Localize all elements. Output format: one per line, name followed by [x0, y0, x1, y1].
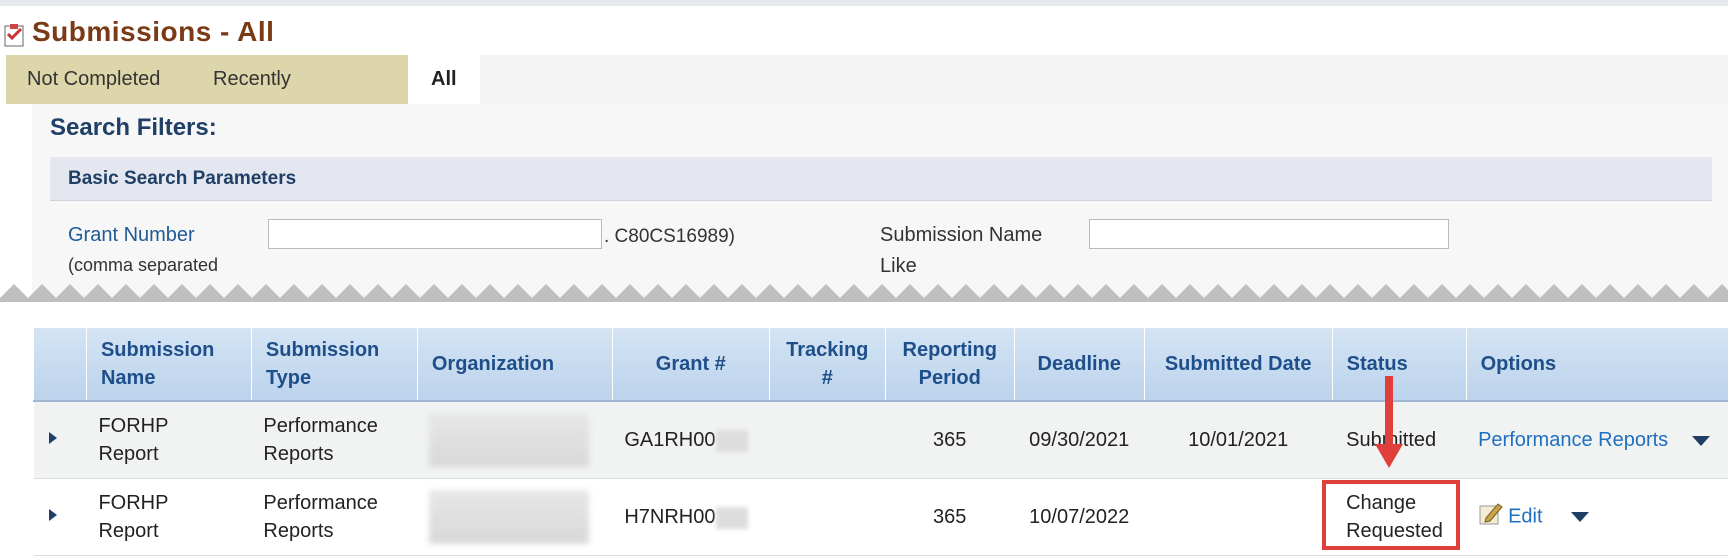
header-cell[interactable]: Status: [1331, 328, 1467, 402]
expand-arrow[interactable]: [46, 507, 60, 523]
page-title: Submissions - All: [32, 16, 275, 47]
header-cell[interactable]: Organization: [416, 328, 613, 402]
blurred-grant: [715, 506, 748, 529]
tab-active[interactable]: All: [410, 55, 480, 104]
page-icon: [4, 24, 24, 47]
name-input[interactable]: [1089, 219, 1449, 249]
type-cell: Performance Reports: [251, 401, 418, 479]
torn-edge: [0, 284, 1728, 324]
cell-text: Name: [100, 367, 156, 389]
blurred-grant: [715, 429, 748, 452]
submissions-table: Submission Name Submission Type Organization…: [33, 328, 1728, 556]
name-cell: FORHP Report: [86, 401, 252, 479]
name-cell: FORHP Report: [86, 478, 252, 556]
field-label: Like: [880, 255, 917, 277]
header-cell[interactable]: Reporting Period: [884, 328, 1015, 402]
cell-text: Submission: [265, 339, 380, 361]
cell-text: Performance: [263, 492, 378, 514]
cell-text: Requested: [1346, 520, 1443, 542]
tab[interactable]: Not Completed: [6, 55, 195, 104]
header-cell[interactable]: Submission Name: [85, 328, 252, 402]
org-cell: [417, 401, 613, 479]
cell-text: Submitted Date: [1164, 353, 1312, 375]
cell-text: Report: [98, 520, 159, 542]
header-cell[interactable]: Grant #: [611, 328, 770, 402]
grant-cell: GA1RH00: [612, 401, 770, 479]
submitted-cell: 10/01/2021: [1144, 401, 1333, 479]
options-cell: Edit: [1466, 478, 1728, 556]
header-row: Submission Name Submission Type Organization…: [33, 328, 1728, 402]
period-cell: 365: [885, 478, 1015, 556]
options-cell: Performance Reports: [1466, 401, 1728, 479]
field-note: (comma separated: [68, 255, 219, 275]
cell-text: Status: [1346, 353, 1408, 375]
field-label: Submission Name: [880, 224, 1043, 246]
cell-text: Organization: [431, 353, 555, 375]
edit-icon: [1478, 503, 1504, 531]
blurred-org: [429, 490, 590, 544]
top-bar: [0, 0, 1728, 6]
grant-input[interactable]: [268, 219, 602, 249]
cell-text: Deadline: [1037, 353, 1121, 375]
submitted-date: 10/01/2021: [1188, 429, 1289, 451]
cell-text: Options: [1480, 353, 1557, 375]
dropdown-arrow[interactable]: [1570, 505, 1589, 527]
header-cell: [33, 328, 87, 402]
field-label: Grant Number: [68, 224, 195, 246]
annotation: [1322, 376, 1460, 550]
type-cell: Performance Reports: [251, 478, 418, 556]
section-title: Basic Search Parameters: [68, 168, 297, 189]
expand-cell[interactable]: [33, 478, 87, 556]
header-cell[interactable]: Options: [1465, 328, 1728, 402]
header-cell[interactable]: Submitted Date: [1143, 328, 1333, 402]
option-link[interactable]: Performance Reports: [1478, 429, 1669, 451]
org-cell: [417, 478, 613, 556]
header-cell[interactable]: Tracking #: [768, 328, 886, 402]
expand-cell[interactable]: [33, 401, 87, 479]
search-panel: [32, 104, 1728, 304]
header-cell[interactable]: Deadline: [1013, 328, 1145, 402]
cell-text: Tracking: [786, 339, 869, 361]
cell-text: Performance: [263, 415, 378, 437]
section-bar: Basic Search Parameters: [50, 157, 1712, 201]
expand-arrow[interactable]: [46, 430, 60, 446]
cell-text: Reporting: [902, 339, 997, 361]
cell-text: Reports: [263, 520, 334, 542]
status-cell: Submitted: [1332, 401, 1467, 479]
blurred-org: [429, 413, 590, 467]
cell-text: Change: [1346, 492, 1417, 514]
cell-text: Grant #: [655, 353, 726, 375]
header-cell[interactable]: Submission Type: [250, 328, 418, 402]
tab-bar: Not Completed Recently Completed All: [6, 55, 1728, 139]
grant-cell: H7NRH00: [612, 478, 770, 556]
cell-text: Period: [918, 367, 981, 389]
option-link[interactable]: Edit: [1508, 505, 1543, 528]
search-title: Search Filters:: [50, 114, 217, 141]
tab[interactable]: Recently Completed: [192, 55, 410, 139]
cell-text: Report: [98, 443, 159, 465]
cell-text: FORHP: [98, 415, 169, 437]
tracking-cell: [769, 401, 886, 479]
field-hint: . C80CS16989): [604, 226, 735, 247]
table-row: FORHP Report Performance Reports H7NRH00 365 1…: [33, 478, 1728, 556]
dropdown-arrow[interactable]: [1692, 429, 1711, 451]
period-cell: 365: [885, 401, 1015, 479]
cell-text: Reports: [263, 443, 334, 465]
deadline-cell: 09/30/2021: [1014, 401, 1145, 479]
grant-number: GA1RH00: [624, 429, 716, 451]
submitted-cell: [1144, 478, 1333, 556]
cell-text: Submission: [100, 339, 215, 361]
table-row: FORHP Report Performance Reports GA1RH00 365 0…: [33, 401, 1728, 479]
grant-number: H7NRH00: [624, 506, 716, 528]
cell-text: #: [821, 367, 833, 389]
cell-text: FORHP: [98, 492, 169, 514]
status-cell: Change Requested: [1332, 478, 1467, 556]
cell-text: Type: [265, 367, 312, 389]
tracking-cell: [769, 478, 886, 556]
deadline-cell: 10/07/2022: [1014, 478, 1145, 556]
